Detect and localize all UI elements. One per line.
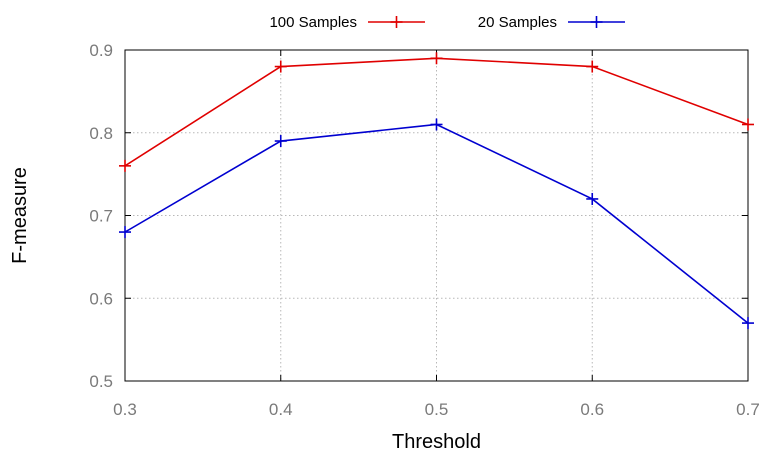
series-1 xyxy=(119,52,754,172)
data-point xyxy=(274,60,287,73)
data-point xyxy=(586,60,599,73)
legend: 100 Samples 20 Samples xyxy=(269,14,625,31)
data-point xyxy=(119,226,131,239)
data-point xyxy=(430,118,443,131)
series-2 xyxy=(119,118,754,330)
legend-entry: 20 Samples xyxy=(478,14,625,31)
y-tick-label: 0.6 xyxy=(89,289,113,308)
data-point xyxy=(742,317,754,330)
data-point xyxy=(274,135,287,148)
x-tick-label: 0.5 xyxy=(425,400,449,419)
grid xyxy=(125,50,748,381)
x-tick-label: 0.4 xyxy=(269,400,293,419)
series-layer xyxy=(119,52,754,330)
y-tick-label: 0.5 xyxy=(89,372,113,391)
legend-label: 20 Samples xyxy=(478,14,557,31)
x-tick-label: 0.3 xyxy=(113,400,137,419)
y-tick-label: 0.9 xyxy=(89,41,113,60)
x-axis-title: Threshold xyxy=(392,431,481,453)
legend-label: 100 Samples xyxy=(269,14,357,31)
legend-entry: 100 Samples xyxy=(269,14,425,31)
x-tick-label: 0.7 xyxy=(736,400,760,419)
axis-ticks: 0.5 0.6 0.7 0.8 0.9 0.3 0.4 0.5 0.6 0.7 xyxy=(89,41,759,419)
data-point xyxy=(119,159,131,172)
y-tick-label: 0.8 xyxy=(89,124,113,143)
y-tick-label: 0.7 xyxy=(89,207,113,226)
y-axis-title: F-measure xyxy=(9,167,31,264)
data-point xyxy=(742,118,754,131)
data-point xyxy=(430,52,443,65)
x-tick-label: 0.6 xyxy=(580,400,604,419)
data-point xyxy=(586,192,599,205)
